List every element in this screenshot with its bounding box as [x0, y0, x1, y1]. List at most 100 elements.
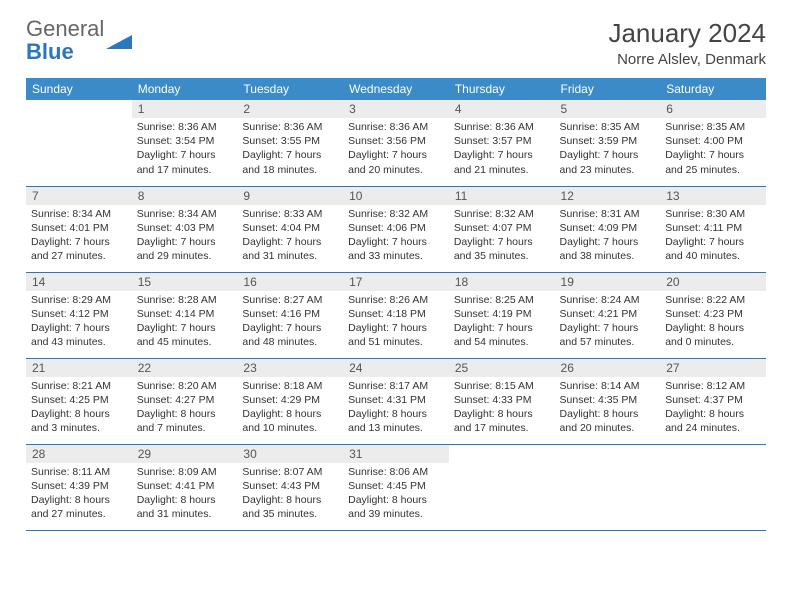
day-number: 8: [132, 187, 238, 205]
sunrise-text: Sunrise: 8:30 AM: [665, 207, 761, 221]
daylight-text-1: Daylight: 7 hours: [348, 148, 444, 162]
day-number: 17: [343, 273, 449, 291]
daylight-text-1: Daylight: 7 hours: [454, 321, 550, 335]
calendar-cell: 6Sunrise: 8:35 AMSunset: 4:00 PMDaylight…: [660, 100, 766, 186]
daylight-text-2: and 0 minutes.: [665, 335, 761, 349]
day-info: Sunrise: 8:35 AMSunset: 3:59 PMDaylight:…: [558, 120, 658, 177]
day-number: 20: [660, 273, 766, 291]
day-info: Sunrise: 8:07 AMSunset: 4:43 PMDaylight:…: [240, 465, 340, 522]
day-header: Thursday: [449, 78, 555, 100]
day-number: 4: [449, 100, 555, 118]
daylight-text-1: Daylight: 7 hours: [560, 235, 656, 249]
sunset-text: Sunset: 3:54 PM: [137, 134, 233, 148]
calendar-cell: 2Sunrise: 8:36 AMSunset: 3:55 PMDaylight…: [237, 100, 343, 186]
calendar-cell: 28 Sunrise: 8:11 AMSunset: 4:39 PMDayligh…: [26, 444, 132, 530]
day-info: Sunrise: 8:32 AMSunset: 4:06 PMDaylight:…: [346, 207, 446, 264]
day-info: Sunrise: 8:36 AMSunset: 3:57 PMDaylight:…: [452, 120, 552, 177]
daylight-text-1: Daylight: 8 hours: [137, 407, 233, 421]
daylight-text-2: and 35 minutes.: [242, 507, 338, 521]
calendar-cell: [660, 444, 766, 530]
daylight-text-2: and 27 minutes.: [31, 507, 127, 521]
sunset-text: Sunset: 4:41 PM: [137, 479, 233, 493]
calendar-cell: 24Sunrise: 8:17 AMSunset: 4:31 PMDayligh…: [343, 358, 449, 444]
day-info: Sunrise: 8:18 AMSunset: 4:29 PMDaylight:…: [240, 379, 340, 436]
daylight-text-2: and 17 minutes.: [454, 421, 550, 435]
sunrise-text: Sunrise: 8:31 AM: [560, 207, 656, 221]
sunset-text: Sunset: 4:14 PM: [137, 307, 233, 321]
daylight-text-2: and 35 minutes.: [454, 249, 550, 263]
daylight-text-1: Daylight: 8 hours: [31, 493, 127, 507]
daylight-text-1: Daylight: 8 hours: [665, 407, 761, 421]
sunrise-text: Sunrise: 8:27 AM: [242, 293, 338, 307]
daylight-text-2: and 7 minutes.: [137, 421, 233, 435]
daylight-text-2: and 57 minutes.: [560, 335, 656, 349]
daylight-text-1: Daylight: 8 hours: [31, 407, 127, 421]
daylight-text-1: Daylight: 7 hours: [348, 321, 444, 335]
day-header: Friday: [555, 78, 661, 100]
calendar-cell: 27Sunrise: 8:12 AMSunset: 4:37 PMDayligh…: [660, 358, 766, 444]
daylight-text-2: and 43 minutes.: [31, 335, 127, 349]
calendar-cell: 3Sunrise: 8:36 AMSunset: 3:56 PMDaylight…: [343, 100, 449, 186]
daylight-text-1: Daylight: 8 hours: [137, 493, 233, 507]
day-number: 21: [26, 359, 132, 377]
day-header: Monday: [132, 78, 238, 100]
day-number: 30: [237, 445, 343, 463]
daylight-text-2: and 20 minutes.: [348, 163, 444, 177]
daylight-text-1: Daylight: 7 hours: [137, 235, 233, 249]
sunrise-text: Sunrise: 8:29 AM: [31, 293, 127, 307]
day-info: Sunrise: 8:14 AMSunset: 4:35 PMDaylight:…: [558, 379, 658, 436]
day-number: 9: [237, 187, 343, 205]
day-header: Tuesday: [237, 78, 343, 100]
daylight-text-1: Daylight: 7 hours: [31, 321, 127, 335]
logo-text-blue: Blue: [26, 39, 74, 64]
sunset-text: Sunset: 4:37 PM: [665, 393, 761, 407]
calendar-table: SundayMondayTuesdayWednesdayThursdayFrid…: [26, 78, 766, 531]
day-info: Sunrise: 8:28 AMSunset: 4:14 PMDaylight:…: [135, 293, 235, 350]
calendar-cell: 21Sunrise: 8:21 AMSunset: 4:25 PMDayligh…: [26, 358, 132, 444]
daylight-text-2: and 33 minutes.: [348, 249, 444, 263]
sunset-text: Sunset: 4:11 PM: [665, 221, 761, 235]
calendar-body: 1Sunrise: 8:36 AMSunset: 3:54 PMDaylight…: [26, 100, 766, 530]
logo-text-general: General: [26, 16, 104, 41]
daylight-text-2: and 27 minutes.: [31, 249, 127, 263]
daylight-text-2: and 54 minutes.: [454, 335, 550, 349]
sunset-text: Sunset: 4:23 PM: [665, 307, 761, 321]
sunrise-text: Sunrise: 8:34 AM: [31, 207, 127, 221]
day-number: 1: [132, 100, 238, 118]
day-number: 28: [26, 445, 132, 463]
day-info: Sunrise: 8:24 AMSunset: 4:21 PMDaylight:…: [558, 293, 658, 350]
sunset-text: Sunset: 4:43 PM: [242, 479, 338, 493]
daylight-text-1: Daylight: 7 hours: [242, 148, 338, 162]
day-number: 2: [237, 100, 343, 118]
sunset-text: Sunset: 4:33 PM: [454, 393, 550, 407]
calendar-cell: 11Sunrise: 8:32 AMSunset: 4:07 PMDayligh…: [449, 186, 555, 272]
daylight-text-1: Daylight: 8 hours: [348, 407, 444, 421]
day-info: Sunrise: 8:26 AMSunset: 4:18 PMDaylight:…: [346, 293, 446, 350]
sunset-text: Sunset: 4:12 PM: [31, 307, 127, 321]
day-number: 26: [555, 359, 661, 377]
sunset-text: Sunset: 4:19 PM: [454, 307, 550, 321]
calendar-cell: 17 Sunrise: 8:26 AMSunset: 4:18 PMDayligh…: [343, 272, 449, 358]
sunset-text: Sunset: 4:45 PM: [348, 479, 444, 493]
sunrise-text: Sunrise: 8:17 AM: [348, 379, 444, 393]
day-info: Sunrise: 8:36 AMSunset: 3:56 PMDaylight:…: [346, 120, 446, 177]
daylight-text-2: and 51 minutes.: [348, 335, 444, 349]
daylight-text-1: Daylight: 7 hours: [348, 235, 444, 249]
day-info: Sunrise: 8:20 AMSunset: 4:27 PMDaylight:…: [135, 379, 235, 436]
day-info: Sunrise: 8:34 AMSunset: 4:03 PMDaylight:…: [135, 207, 235, 264]
day-header: Wednesday: [343, 78, 449, 100]
day-info: Sunrise: 8:11 AMSunset: 4:39 PMDaylight:…: [29, 465, 129, 522]
sunrise-text: Sunrise: 8:21 AM: [31, 379, 127, 393]
calendar-cell: [26, 100, 132, 186]
day-number: 27: [660, 359, 766, 377]
daylight-text-1: Daylight: 8 hours: [242, 407, 338, 421]
day-info: Sunrise: 8:25 AMSunset: 4:19 PMDaylight:…: [452, 293, 552, 350]
daylight-text-1: Daylight: 7 hours: [560, 321, 656, 335]
day-info: Sunrise: 8:09 AMSunset: 4:41 PMDaylight:…: [135, 465, 235, 522]
daylight-text-2: and 21 minutes.: [454, 163, 550, 177]
day-number: 6: [660, 100, 766, 118]
sunset-text: Sunset: 4:31 PM: [348, 393, 444, 407]
sunset-text: Sunset: 4:03 PM: [137, 221, 233, 235]
sunset-text: Sunset: 4:21 PM: [560, 307, 656, 321]
calendar-cell: 4 Sunrise: 8:36 AMSunset: 3:57 PMDaylight…: [449, 100, 555, 186]
